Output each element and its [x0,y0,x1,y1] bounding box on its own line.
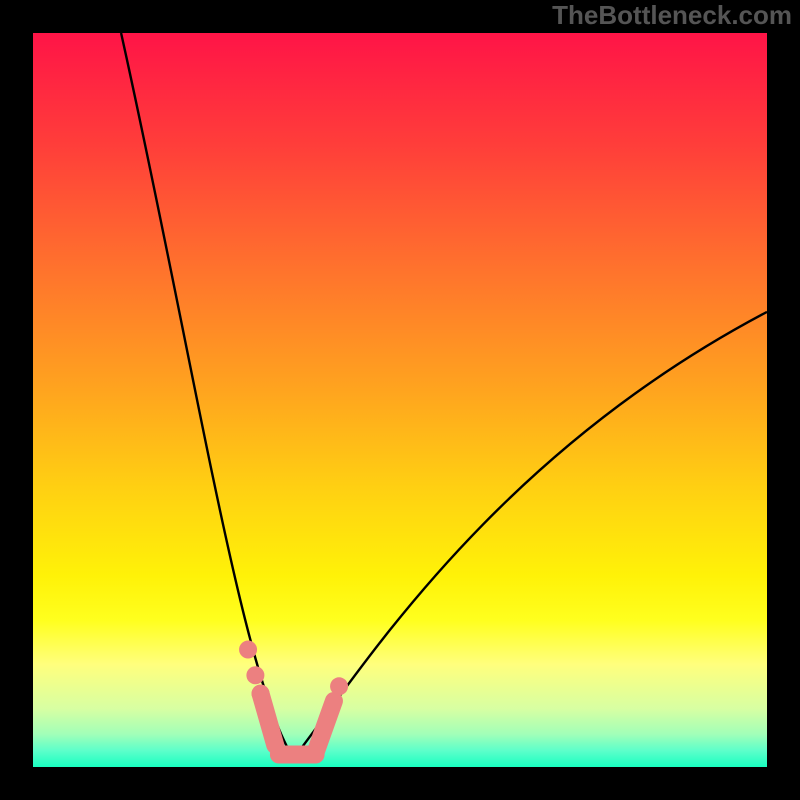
bottleneck-chart [33,33,767,767]
marker-dot [239,641,257,659]
chart-container: TheBottleneck.com [0,0,800,800]
marker-dot [252,685,270,703]
gradient-bg [33,33,767,767]
watermark-text: TheBottleneck.com [552,0,792,31]
marker-dot [330,677,348,695]
marker-dot [246,666,264,684]
